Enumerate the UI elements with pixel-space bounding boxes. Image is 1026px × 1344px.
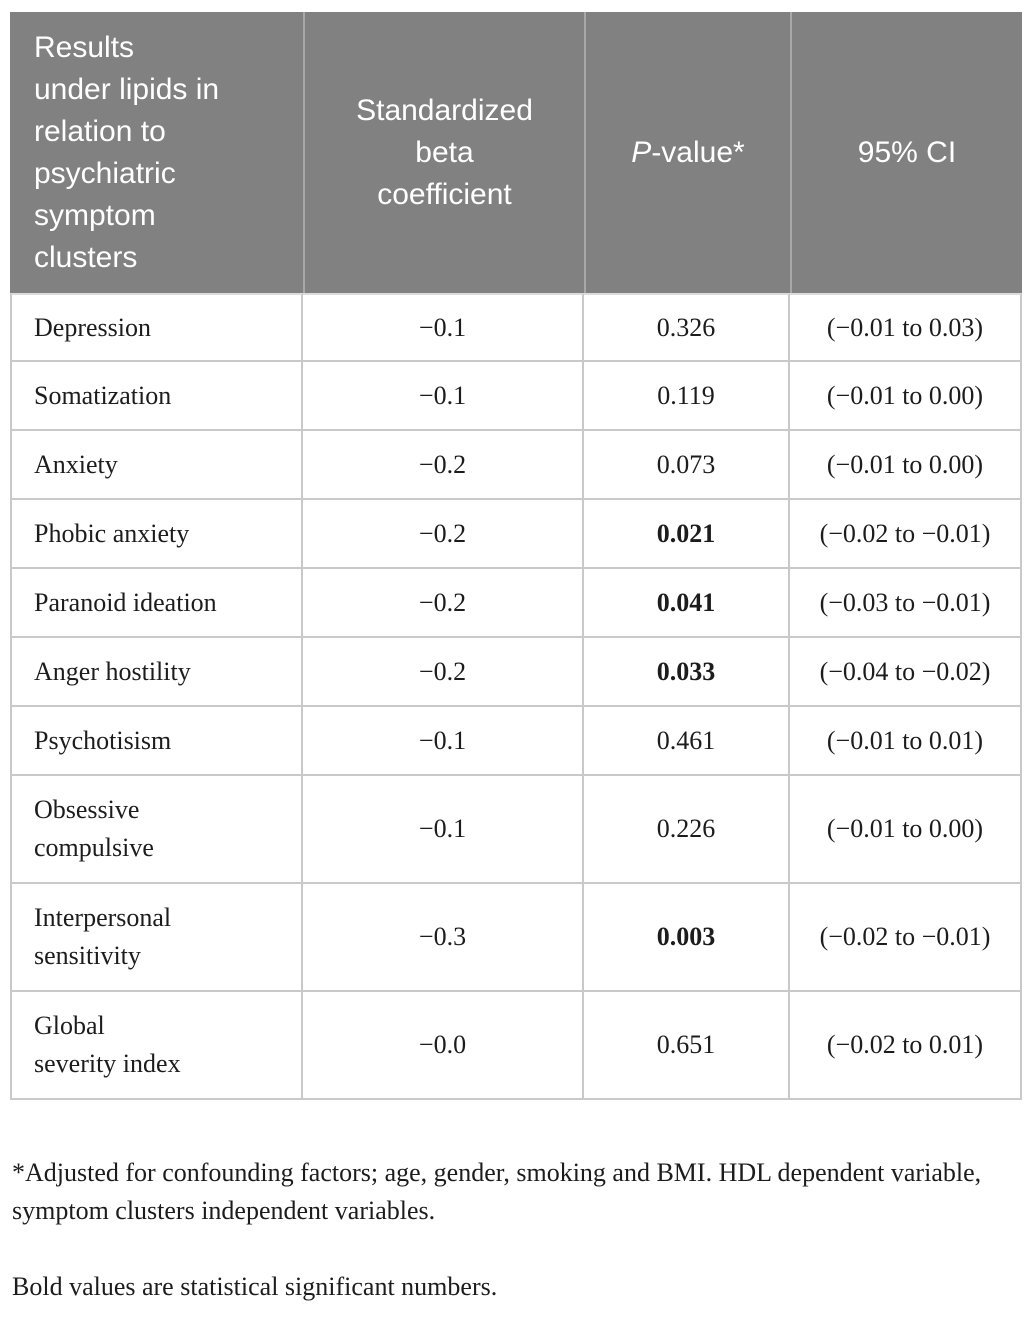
row-label: Interpersonal sensitivity [10,884,303,992]
table-row: Interpersonal sensitivity −0.3 0.003 (−0… [10,884,1022,992]
table-row: Somatization −0.1 0.119 (−0.01 to 0.00) [10,362,1022,431]
ci-value: (−0.03 to −0.01) [790,569,1022,638]
p-value: 0.226 [584,776,790,884]
row-label: Paranoid ideation [10,569,303,638]
ci-value: (−0.01 to 0.00) [790,776,1022,884]
row-label: Somatization [10,362,303,431]
p-value: 0.003 [584,884,790,992]
beta-value: −0.1 [303,707,584,776]
beta-value: −0.1 [303,776,584,884]
ci-value: (−0.01 to 0.01) [790,707,1022,776]
table-body: Depression −0.1 0.326 (−0.01 to 0.03) So… [10,293,1022,1100]
p-value-suffix: -value* [651,135,745,169]
row-label: Anxiety [10,431,303,500]
p-value-italic-letter: P [631,135,652,169]
beta-value: −0.1 [303,293,584,362]
table-row: Depression −0.1 0.326 (−0.01 to 0.03) [10,293,1022,362]
footnote-adjustment: *Adjusted for confounding factors; age, … [12,1158,982,1225]
ci-value: (−0.01 to 0.03) [790,293,1022,362]
table-row: Global severity index −0.0 0.651 (−0.02 … [10,992,1022,1100]
table-row: Obsessive compulsive −0.1 0.226 (−0.01 t… [10,776,1022,884]
col-header-symptom-clusters: Results under lipids in relation to psyc… [10,12,303,293]
p-value: 0.326 [584,293,790,362]
p-value: 0.041 [584,569,790,638]
row-label: Depression [10,293,303,362]
row-label: Anger hostility [10,638,303,707]
beta-value: −0.1 [303,362,584,431]
footnote-bold-values: Bold values are statistical significant … [12,1272,498,1301]
p-value: 0.033 [584,638,790,707]
table-row: Anger hostility −0.2 0.033 (−0.04 to −0.… [10,638,1022,707]
beta-value: −0.2 [303,638,584,707]
ci-value: (−0.01 to 0.00) [790,431,1022,500]
beta-value: −0.2 [303,569,584,638]
beta-value: −0.3 [303,884,584,992]
header-row: Results under lipids in relation to psyc… [10,12,1022,293]
table-row: Paranoid ideation −0.2 0.041 (−0.03 to −… [10,569,1022,638]
beta-value: −0.2 [303,431,584,500]
ci-value: (−0.02 to 0.01) [790,992,1022,1100]
table-footnotes: *Adjusted for confounding factors; age, … [12,1116,1026,1344]
p-value: 0.461 [584,707,790,776]
p-value: 0.119 [584,362,790,431]
table-header: Results under lipids in relation to psyc… [10,12,1022,293]
row-label: Phobic anxiety [10,500,303,569]
ci-value: (−0.02 to −0.01) [790,884,1022,992]
col-header-95ci: 95% CI [790,12,1022,293]
ci-value: (−0.04 to −0.02) [790,638,1022,707]
table-row: Anxiety −0.2 0.073 (−0.01 to 0.00) [10,431,1022,500]
table-row: Psychotisism −0.1 0.461 (−0.01 to 0.01) [10,707,1022,776]
col-header-p-value: P-value* [584,12,790,293]
beta-value: −0.2 [303,500,584,569]
ci-value: (−0.02 to −0.01) [790,500,1022,569]
row-label: Obsessive compulsive [10,776,303,884]
col-header-beta-coefficient: Standardized beta coefficient [303,12,584,293]
row-label: Global severity index [10,992,303,1100]
ci-value: (−0.01 to 0.00) [790,362,1022,431]
results-table: Results under lipids in relation to psyc… [10,12,1022,1100]
p-value: 0.651 [584,992,790,1100]
beta-value: −0.0 [303,992,584,1100]
table-row: Phobic anxiety −0.2 0.021 (−0.02 to −0.0… [10,500,1022,569]
p-value: 0.021 [584,500,790,569]
row-label: Psychotisism [10,707,303,776]
p-value: 0.073 [584,431,790,500]
